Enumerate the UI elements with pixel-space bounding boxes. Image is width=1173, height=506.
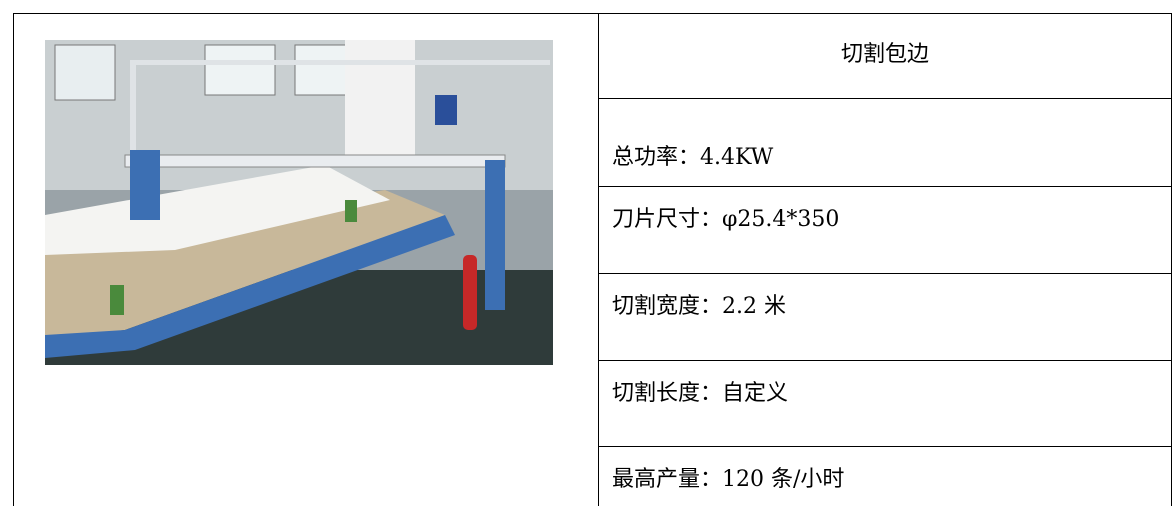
column (345, 40, 415, 160)
sensor (345, 200, 357, 222)
spec-row: 最高产量：120 条/小时 (612, 467, 845, 492)
frame-bar (130, 60, 550, 65)
cutter-beam (124, 154, 506, 168)
conveyor-frame (45, 215, 455, 358)
window (54, 44, 116, 101)
sensor (110, 285, 124, 315)
row-divider (598, 446, 1172, 447)
row-divider (598, 98, 1172, 99)
spec-row: 总功率：4.4KW (612, 145, 774, 170)
row-divider (598, 186, 1172, 187)
frame-leg (485, 160, 505, 310)
extinguisher (463, 255, 477, 330)
border-left (13, 13, 14, 506)
motor (435, 95, 457, 125)
mattress (45, 165, 390, 255)
frame-post (130, 60, 136, 160)
machine-photo (45, 40, 553, 365)
spec-row: 切割长度：自定义 (612, 381, 789, 406)
window (204, 44, 276, 96)
table-title: 切割包边 (840, 42, 929, 67)
spec-row: 刀片尺寸：φ25.4*350 (612, 207, 840, 232)
frame-leg (130, 150, 160, 220)
row-divider (598, 273, 1172, 274)
border-top (13, 13, 1172, 14)
spec-row: 切割宽度：2.2 米 (612, 294, 786, 319)
row-divider (598, 360, 1172, 361)
border-right (1171, 13, 1172, 506)
border-middle (598, 13, 599, 506)
